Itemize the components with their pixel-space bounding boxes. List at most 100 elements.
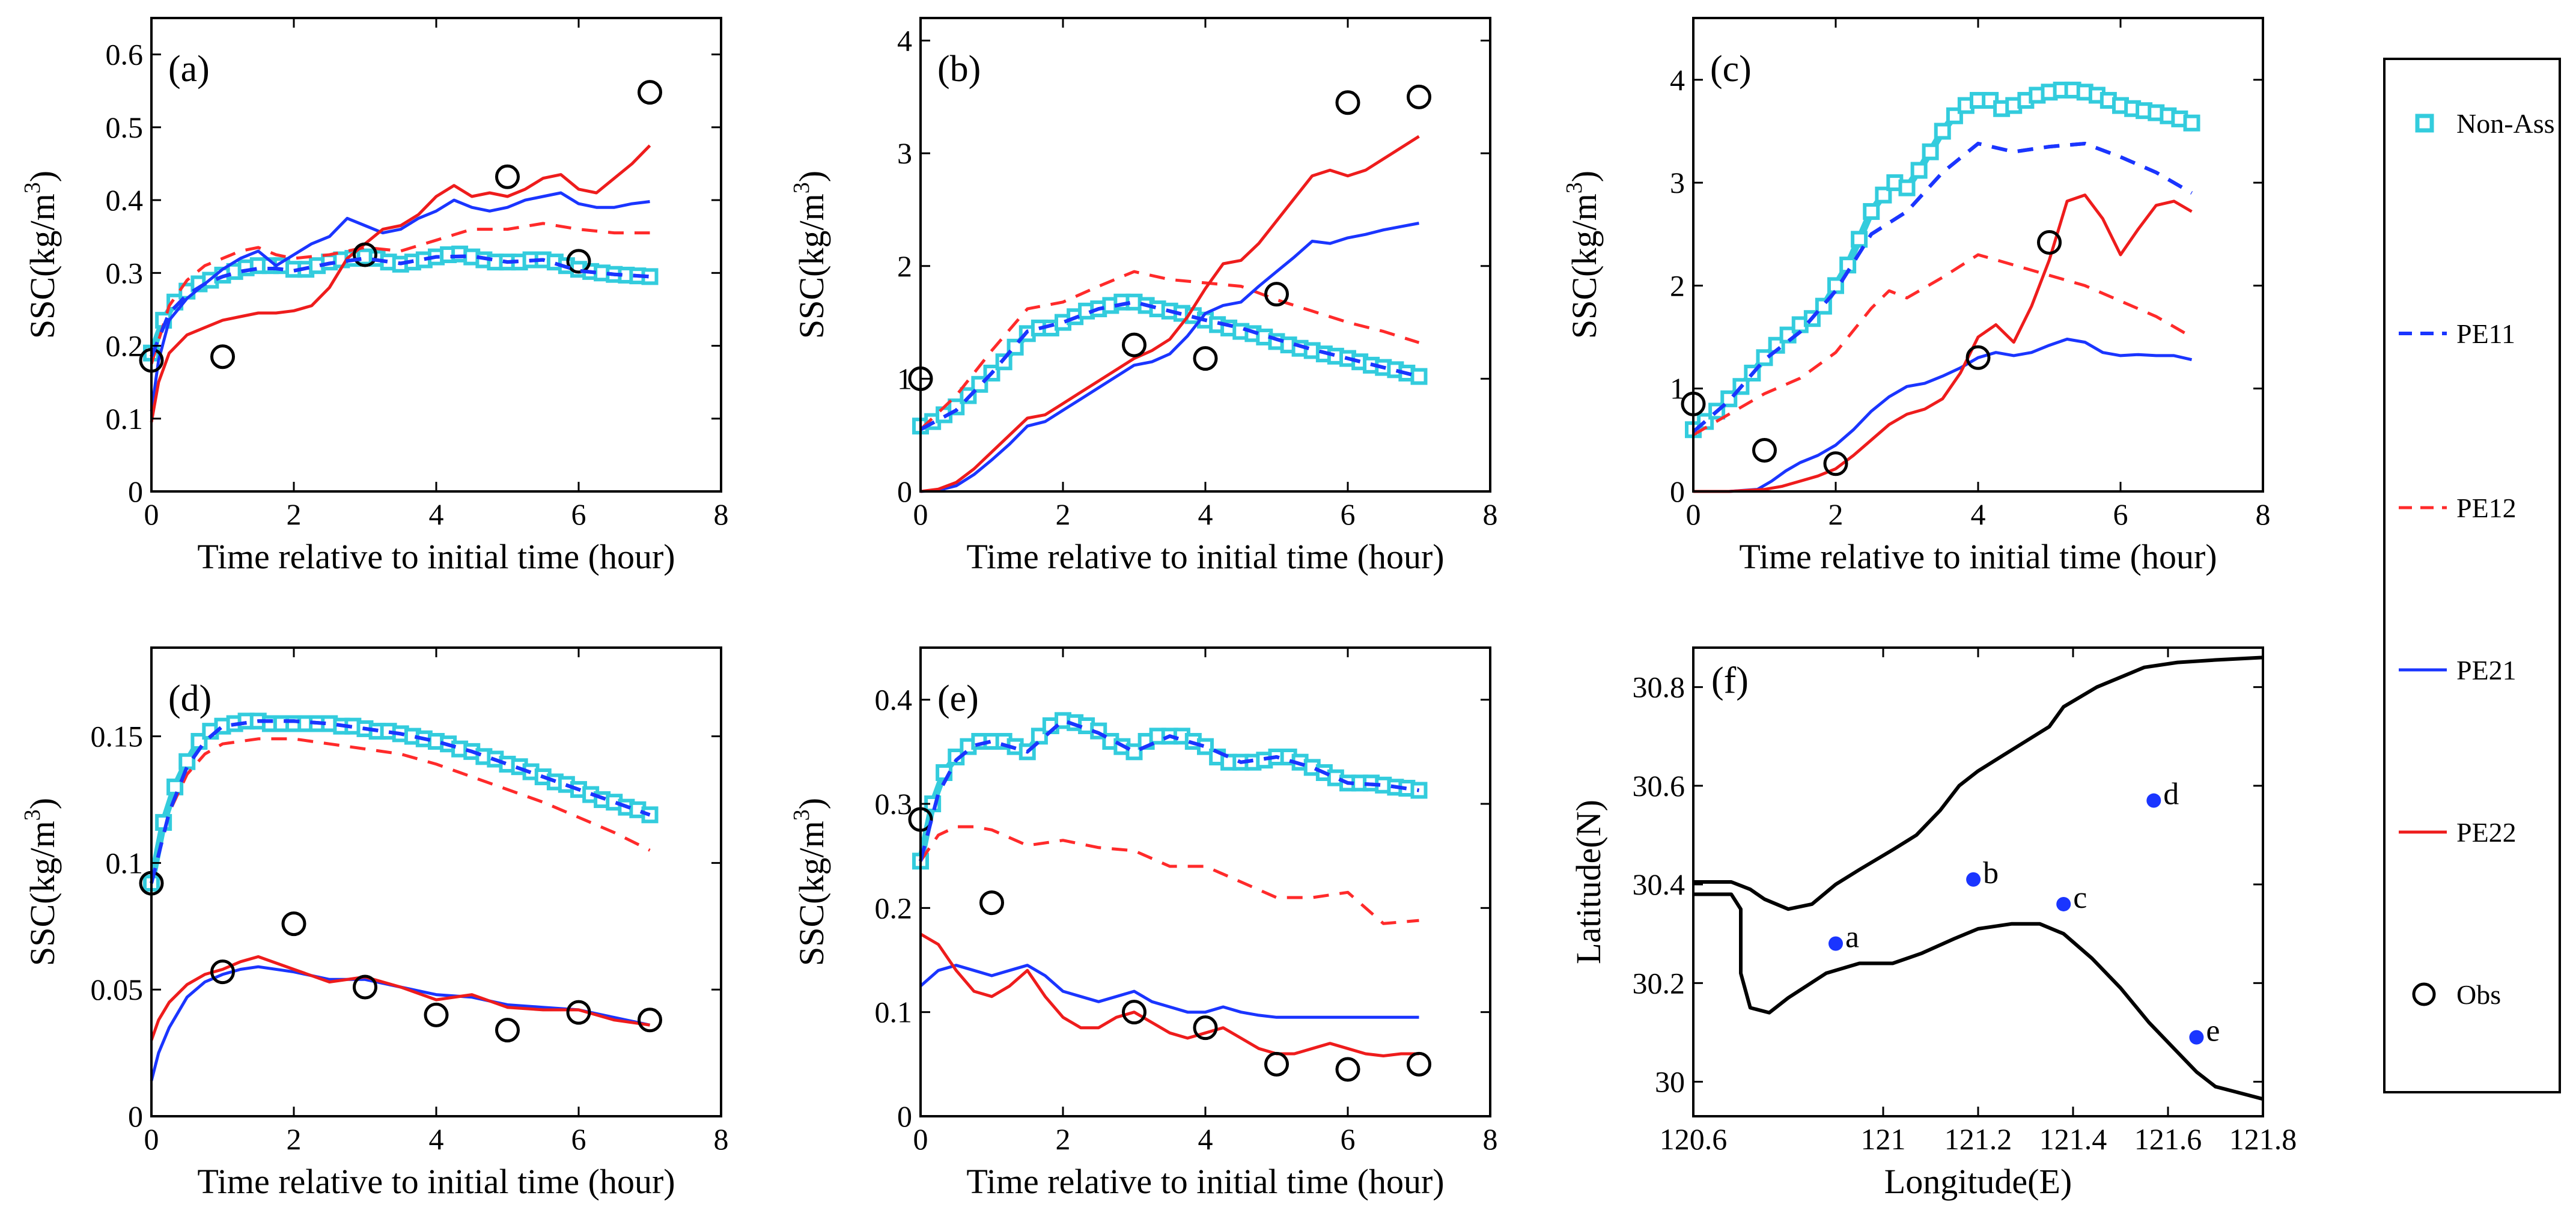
site-marker-e — [2189, 1030, 2204, 1045]
obs-marker — [424, 1002, 449, 1027]
x-axis-label: Time relative to initial time (hour) — [966, 1162, 1444, 1201]
obs-marker — [1335, 90, 1360, 115]
y-tick-label: 4 — [1670, 63, 1685, 97]
nonass-marker — [1875, 186, 1892, 204]
x-tick-label: 121.4 — [2039, 1122, 2107, 1156]
y-tick-label: 30.8 — [1633, 670, 1685, 704]
series-line-pe22 — [1693, 193, 2193, 493]
series-line-pe21 — [150, 191, 650, 412]
series-line-pe11 — [150, 719, 651, 884]
axes-box — [919, 646, 1491, 1117]
y-tick-label: 3 — [897, 136, 912, 170]
series-line-pe21 — [1693, 338, 2193, 493]
nonass-marker — [1922, 143, 1939, 160]
y-axis-label-sup: 3 — [20, 182, 45, 193]
nonass-marker — [1851, 231, 1868, 248]
y-axis-label-end: ) — [23, 171, 62, 182]
site-label-a: a — [1845, 920, 1859, 955]
y-axis-label-end: ) — [792, 798, 831, 809]
x-tick-label: 2 — [1828, 497, 1844, 531]
series-line-pe22 — [920, 135, 1420, 493]
series-line-pe12 — [150, 222, 650, 365]
obs-marker — [1823, 451, 1848, 476]
legend-box — [2383, 58, 2561, 1093]
obs-marker — [353, 242, 377, 267]
obs-marker — [210, 959, 235, 985]
nonass-marker — [1125, 743, 1143, 761]
y-tick-label: 0.3 — [875, 787, 913, 821]
obs-marker — [210, 344, 235, 369]
x-axis-label: Time relative to initial time (hour) — [197, 1162, 675, 1201]
obs-marker — [566, 249, 591, 274]
series-line-pe22 — [150, 144, 651, 423]
y-tick-label: 0.2 — [106, 329, 144, 363]
y-axis-label-main: SSC(kg/m — [1565, 193, 1604, 339]
obs-marker — [1193, 1015, 1218, 1041]
x-tick-label: 0 — [913, 497, 928, 531]
y-tick-label: 30 — [1655, 1065, 1685, 1099]
x-tick-label: 121.6 — [2134, 1122, 2202, 1156]
x-tick-label: 2 — [1056, 497, 1071, 531]
legend: Non-Ass PE11 PE12 PE21 PE22 Obs — [2383, 58, 2561, 1093]
site-marker-a — [1828, 936, 1843, 951]
y-tick-label: 30.4 — [1633, 868, 1685, 901]
panel-label: (e) — [937, 678, 979, 719]
y-tick-label: 30.2 — [1633, 966, 1685, 1000]
x-tick-label: 8 — [714, 1122, 729, 1156]
panel-label: (b) — [937, 49, 981, 90]
y-tick-label: 0.1 — [106, 402, 144, 436]
nonass-marker — [166, 778, 184, 795]
panel-b: 0 2 4 6 8 0 1 2 3 4 Time relative to initial time … — [789, 17, 1498, 576]
obs-marker — [1407, 1051, 1431, 1077]
y-tick-label: 0.4 — [875, 683, 913, 717]
y-tick-label: 3 — [1670, 166, 1685, 199]
north-coastline — [1693, 655, 2264, 911]
y-axis-label-sup: 3 — [789, 809, 814, 821]
series-line-pe22 — [919, 932, 1419, 1057]
y-tick-label: 0.1 — [106, 846, 144, 880]
obs-marker — [1264, 282, 1289, 307]
site-label-e: e — [2206, 1014, 2220, 1048]
y-tick-label: 0.4 — [106, 183, 144, 217]
site-label-b: b — [1983, 856, 1999, 890]
y-tick-label: 0.15 — [91, 720, 144, 753]
y-tick-label: 0.1 — [875, 995, 913, 1029]
y-tick-label: 2 — [1670, 269, 1685, 302]
series-line-non-ass — [1691, 86, 2193, 433]
y-axis-label-end: ) — [23, 798, 62, 809]
x-tick-label: 6 — [1341, 1122, 1356, 1156]
x-tick-label: 120.6 — [1660, 1122, 1728, 1156]
panel-label: (f) — [1711, 660, 1749, 701]
series-line-pe21 — [920, 222, 1419, 493]
y-tick-label: 2 — [897, 249, 912, 283]
panel-label: (d) — [168, 678, 212, 719]
axes-box — [919, 17, 1491, 493]
panel-c: 0 2 4 6 8 0 1 2 3 4 Time relative to initial time … — [1562, 17, 2271, 576]
x-tick-label: 0 — [913, 1122, 928, 1156]
legend-label-pe11: PE11 — [2456, 318, 2515, 349]
y-axis-label-main: SSC(kg/m — [792, 821, 831, 966]
legend-symbol-nonass — [2415, 114, 2434, 133]
x-tick-label: 6 — [1341, 497, 1356, 531]
obs-marker — [495, 164, 520, 189]
x-axis-label: Time relative to initial time (hour) — [966, 537, 1444, 576]
y-tick-label: 0 — [128, 1099, 143, 1133]
x-tick-label: 2 — [1056, 1122, 1071, 1156]
y-axis-label-main: SSC(kg/m — [23, 193, 62, 339]
y-tick-label: 0 — [128, 475, 143, 508]
site-marker-b — [1966, 872, 1981, 887]
series-line-pe11 — [1692, 142, 2193, 433]
x-tick-label: 4 — [429, 497, 444, 531]
obs-marker — [1335, 1057, 1360, 1082]
y-axis-label-sup: 3 — [20, 809, 45, 821]
obs-marker — [1407, 84, 1431, 109]
obs-marker — [1264, 1051, 1289, 1077]
panel-e: 0 2 4 6 8 0 0.1 0.2 0.3 0.4 Time relative to initi… — [789, 646, 1498, 1201]
x-tick-label: 4 — [429, 1122, 444, 1156]
y-axis-label-end: ) — [1565, 171, 1604, 182]
x-tick-label: 4 — [1971, 497, 1986, 531]
obs-marker — [638, 80, 662, 105]
y-tick-label: 0 — [897, 1099, 912, 1133]
obs-marker — [1122, 332, 1146, 357]
